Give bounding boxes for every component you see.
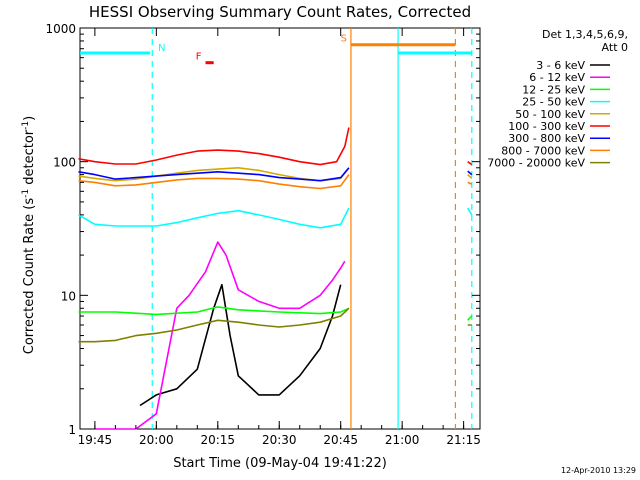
y-tick-label-1: 10	[61, 289, 76, 303]
legend-label-1: 6 - 12 keV	[529, 71, 585, 84]
y-axis-label-mid: detector	[22, 129, 37, 189]
x-tick-label-1: 20:00	[139, 433, 174, 447]
y-tick-label-2: 100	[53, 156, 76, 170]
x-tick-label-4: 20:45	[323, 433, 358, 447]
legend-label-6: 300 - 800 keV	[508, 132, 585, 145]
y-tick-label-0: 1	[68, 423, 76, 437]
flag-bars: N F S	[80, 34, 472, 65]
legend-label-7: 800 - 7000 keV	[501, 144, 585, 157]
flag-label-0: N	[158, 43, 165, 54]
legend-label-2: 12 - 25 keV	[522, 83, 585, 96]
series-line-3	[78, 207, 473, 229]
axes: 19:45 20:00 20:15 20:30 20:45 21:00 21:15 1 10 10…	[45, 22, 480, 447]
flag-label-2: S	[341, 34, 347, 45]
series-line-1	[94, 241, 346, 430]
y-tick-label-3: 1000	[45, 22, 76, 36]
legend-header-attenuator: Att 0	[602, 41, 628, 54]
legend-label-5: 100 - 300 keV	[508, 120, 585, 133]
series-line-6	[78, 167, 473, 182]
footer-timestamp: 12-Apr-2010 13:29	[561, 466, 636, 475]
legend-header-detectors: Det 1,3,4,5,6,9,	[542, 28, 628, 41]
chart-title: HESSI Observing Summary Count Rates, Cor…	[89, 3, 471, 21]
series-line-5	[78, 127, 473, 166]
series-line-2	[78, 306, 473, 321]
y-axis-label-main: Corrected Count Rate (s	[22, 198, 37, 355]
series-line-7	[78, 174, 473, 190]
interval-lines	[151, 28, 473, 429]
x-axis-label: Start Time (09-May-04 19:41:22)	[173, 456, 387, 471]
series-line-0	[139, 283, 342, 407]
y-axis-label-sup1: -1	[21, 189, 31, 198]
x-tick-label-6: 21:15	[446, 433, 481, 447]
legend-label-8: 7000 - 20000 keV	[487, 157, 585, 170]
flag-label-1: F	[196, 52, 202, 63]
x-tick-label-5: 21:00	[385, 433, 420, 447]
series-lines	[78, 127, 473, 430]
series-line-8	[78, 307, 472, 343]
x-tick-label-3: 20:30	[262, 433, 297, 447]
legend-label-0: 3 - 6 keV	[536, 59, 585, 72]
y-axis-label: Corrected Count Rate (s-1 detector-1)	[21, 116, 37, 354]
y-axis-label-end: )	[22, 116, 37, 121]
plot-frame	[79, 27, 481, 430]
x-tick-label-2: 20:15	[200, 433, 235, 447]
legend-label-4: 50 - 100 keV	[515, 108, 585, 121]
y-axis-label-sup2: -1	[21, 121, 31, 130]
legend-label-3: 25 - 50 keV	[522, 96, 585, 109]
x-tick-label-0: 19:45	[78, 433, 113, 447]
